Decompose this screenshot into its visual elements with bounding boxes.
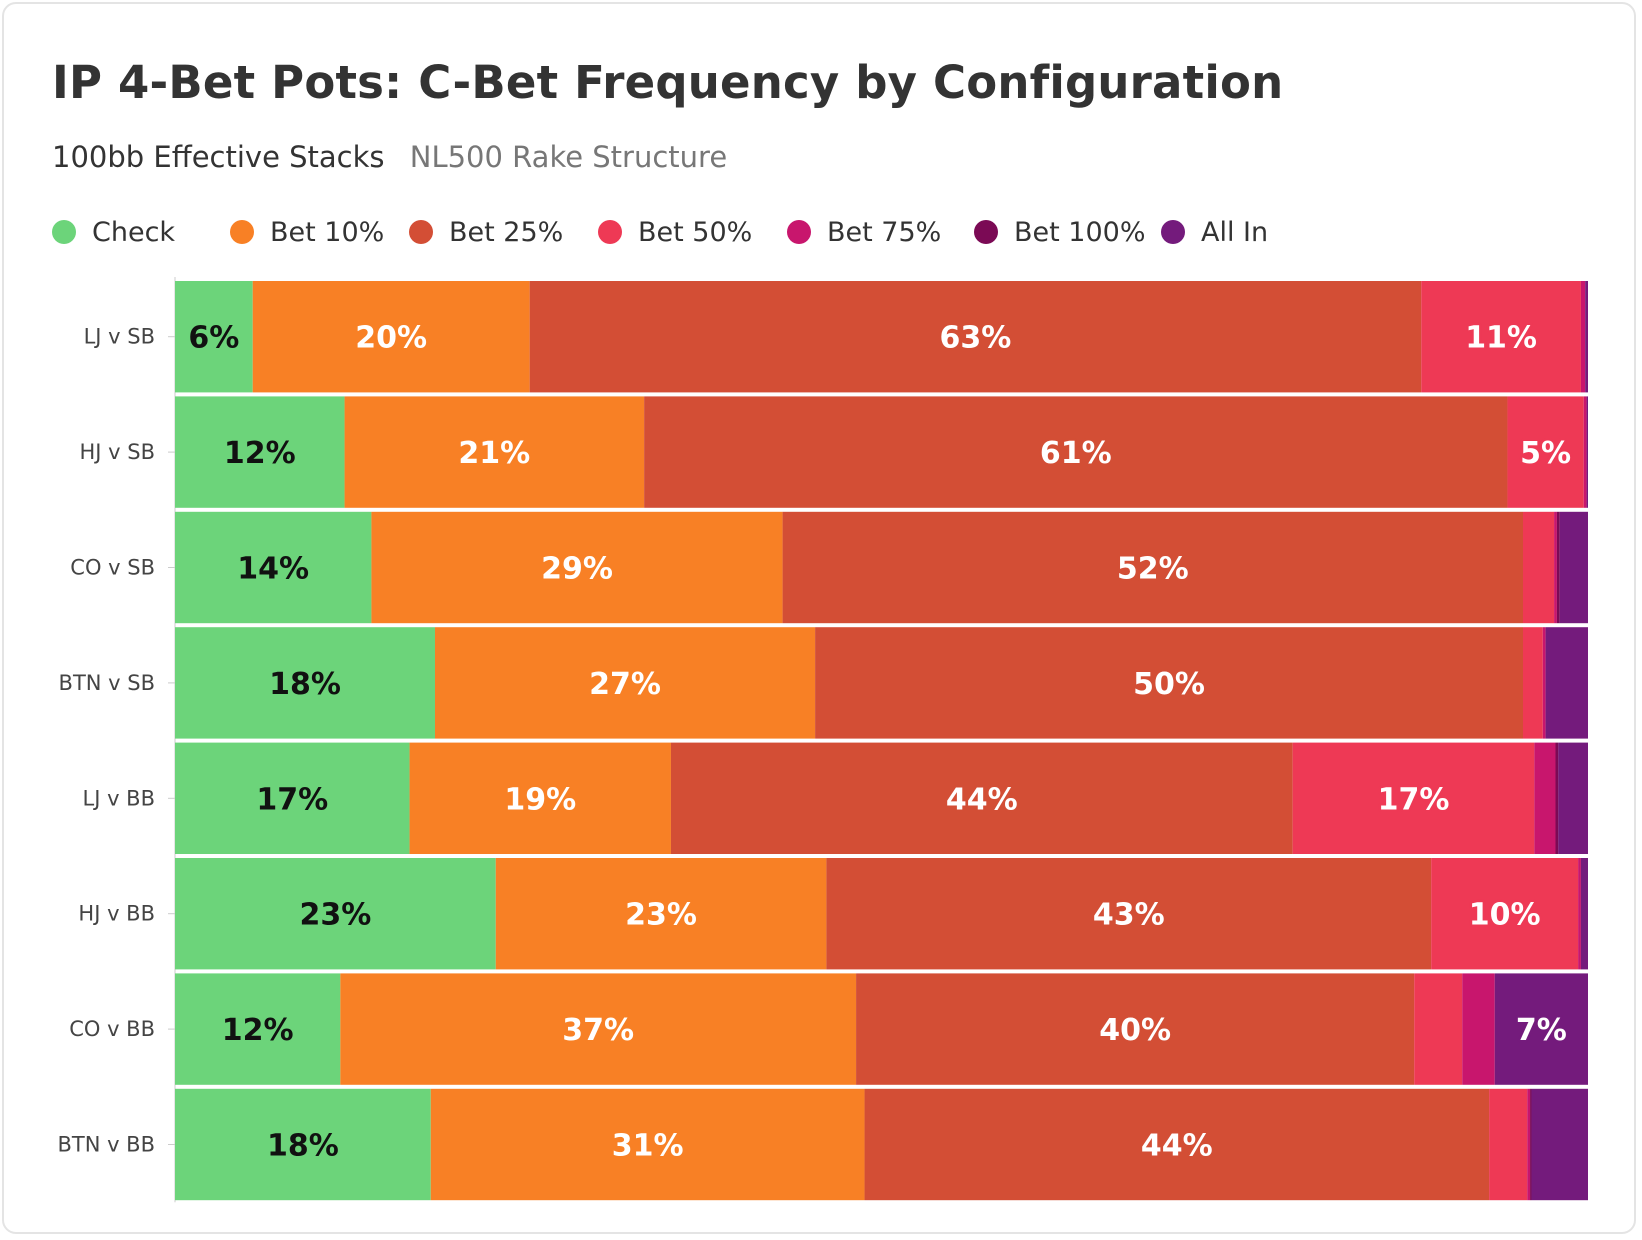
legend-label: Bet 75% <box>827 216 942 248</box>
legend-label: Check <box>92 216 176 248</box>
legend-label: All In <box>1201 216 1269 248</box>
legend-swatch <box>787 220 811 244</box>
chart-subtitle: 100bb Effective Stacks NL500 Rake Struct… <box>52 140 727 174</box>
subtitle-stacks: 100bb Effective Stacks <box>52 140 385 174</box>
legend-item-bet-100[interactable]: Bet 100% <box>974 212 1146 252</box>
legend-swatch <box>409 220 433 244</box>
legend-label: Bet 25% <box>449 216 564 248</box>
legend-swatch <box>52 220 76 244</box>
legend-item-check[interactable]: Check <box>52 212 175 252</box>
legend-item-bet-25[interactable]: Bet 25% <box>409 212 563 252</box>
legend-item-all-in[interactable]: All In <box>1161 212 1268 252</box>
legend-item-bet-10[interactable]: Bet 10% <box>230 212 384 252</box>
legend-label: Bet 50% <box>638 216 753 248</box>
legend-swatch <box>598 220 622 244</box>
legend-item-bet-75[interactable]: Bet 75% <box>787 212 941 252</box>
chart-title: IP 4-Bet Pots: C-Bet Frequency by Config… <box>52 56 1284 109</box>
legend-label: Bet 10% <box>270 216 385 248</box>
subtitle-rake: NL500 Rake Structure <box>409 140 728 174</box>
legend-label: Bet 100% <box>1014 216 1146 248</box>
legend-swatch <box>230 220 254 244</box>
legend-swatch <box>1161 220 1185 244</box>
legend-swatch <box>974 220 998 244</box>
legend-item-bet-50[interactable]: Bet 50% <box>598 212 752 252</box>
